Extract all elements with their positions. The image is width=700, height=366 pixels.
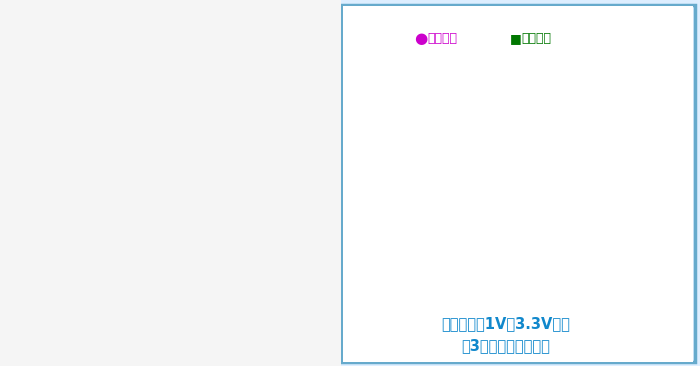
Text: 約3倍の広帯域を実現: 約3倍の広帯域を実現	[461, 339, 550, 353]
Text: ■: ■	[510, 32, 522, 45]
X-axis label: 周波数［Hz］: 周波数［Hz］	[500, 337, 554, 351]
Text: ●: ●	[414, 31, 428, 46]
Text: 3.3 V: 3.3 V	[386, 171, 416, 184]
Text: 1.0 V: 1.0 V	[386, 254, 416, 268]
Text: 提案技術: 提案技術	[427, 32, 457, 45]
Y-axis label: 電圧［V］: 電圧［V］	[346, 181, 360, 220]
Text: 所望電圧（1V～3.3V）で: 所望電圧（1V～3.3V）で	[441, 317, 570, 331]
Text: 従来技術: 従来技術	[522, 32, 552, 45]
